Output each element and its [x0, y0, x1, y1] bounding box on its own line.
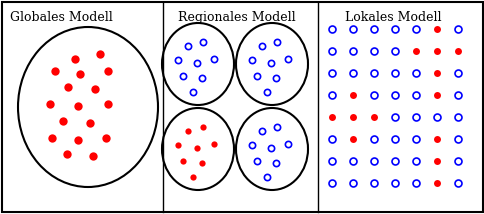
Ellipse shape: [18, 27, 158, 187]
Text: Regionales Modell: Regionales Modell: [178, 11, 295, 24]
Ellipse shape: [162, 108, 233, 190]
Ellipse shape: [236, 23, 307, 105]
Text: Globales Modell: Globales Modell: [10, 11, 112, 24]
Ellipse shape: [236, 108, 307, 190]
Ellipse shape: [162, 23, 233, 105]
Text: Lokales Modell: Lokales Modell: [344, 11, 440, 24]
